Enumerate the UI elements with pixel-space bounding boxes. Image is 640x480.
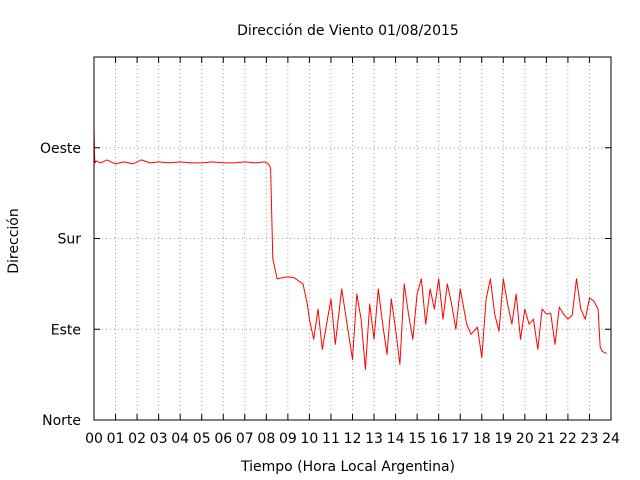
series-layer [93, 127, 607, 371]
y-tick-label: Oeste [40, 141, 81, 157]
x-tick-label: 00 [85, 431, 103, 447]
x-tick-label: 09 [279, 431, 297, 447]
x-tick-label: 01 [107, 431, 125, 447]
x-tick-label: 11 [322, 431, 340, 447]
x-tick-label: 22 [559, 431, 577, 447]
x-tick-label: 07 [236, 431, 254, 447]
x-tick-label: 03 [150, 431, 168, 447]
y-tick-label: Norte [42, 413, 81, 429]
x-tick-label: 24 [602, 431, 620, 447]
x-tick-label: 08 [257, 431, 275, 447]
x-tick-label: 14 [387, 431, 405, 447]
x-tick-label: 20 [516, 431, 534, 447]
x-tick-label: 04 [171, 431, 189, 447]
x-tick-label: 12 [344, 431, 362, 447]
x-tick-label: 17 [451, 431, 469, 447]
x-tick-label: 18 [473, 431, 491, 447]
y-tick-labels: Norte Este Sur Oeste [40, 141, 81, 429]
x-tick-label: 19 [494, 431, 512, 447]
tick-marks [93, 57, 612, 421]
grid-lines [94, 57, 611, 420]
x-tick-label: 15 [408, 431, 426, 447]
y-axis-label: Dirección [6, 208, 22, 273]
chart-title: Dirección de Viento 01/08/2015 [237, 23, 459, 39]
x-tick-label: 13 [365, 431, 383, 447]
series-line [93, 127, 607, 371]
x-tick-label: 06 [214, 431, 232, 447]
x-tick-label: 10 [301, 431, 319, 447]
x-tick-label: 05 [193, 431, 211, 447]
x-tick-label: 16 [430, 431, 448, 447]
x-tick-label: 21 [537, 431, 555, 447]
x-axis-label: Tiempo (Hora Local Argentina) [240, 459, 455, 475]
x-tick-label: 02 [128, 431, 146, 447]
x-tick-labels: 00 01 02 03 04 05 06 07 08 09 10 11 12 13 14 15 16 17 18 19… [85, 431, 620, 447]
y-tick-label: Este [51, 322, 81, 338]
y-tick-label: Sur [57, 232, 81, 248]
x-tick-label: 23 [581, 431, 599, 447]
